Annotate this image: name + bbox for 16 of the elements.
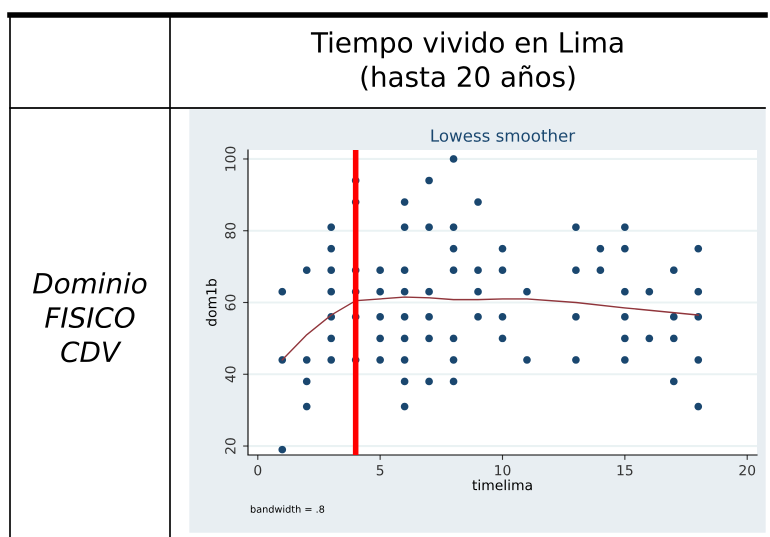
chart-title: Lowess smoother xyxy=(432,129,576,142)
y-axis-title: dom1b xyxy=(206,279,217,326)
y-tick-label: 100 xyxy=(225,146,236,171)
y-tick-label: 80 xyxy=(225,222,236,239)
text: Dominio FISICO CDV xyxy=(33,272,146,362)
x-axis-title: timelima xyxy=(472,480,532,490)
y-tick-label: 20 xyxy=(225,438,236,454)
x-tick-label: 20 xyxy=(739,464,756,476)
x-tick-label: 0 xyxy=(254,464,262,476)
y-tick-label: 40 xyxy=(225,366,236,382)
text: Tiempo vivido en Lima (hasta 20 años) xyxy=(310,31,622,90)
x-tick-label: 15 xyxy=(618,465,632,476)
y-tick-label: 60 xyxy=(225,294,236,310)
x-tick-label: 5 xyxy=(376,465,384,476)
text: bandwidth = .8 xyxy=(250,505,324,513)
x-tick-label: 10 xyxy=(495,464,510,476)
